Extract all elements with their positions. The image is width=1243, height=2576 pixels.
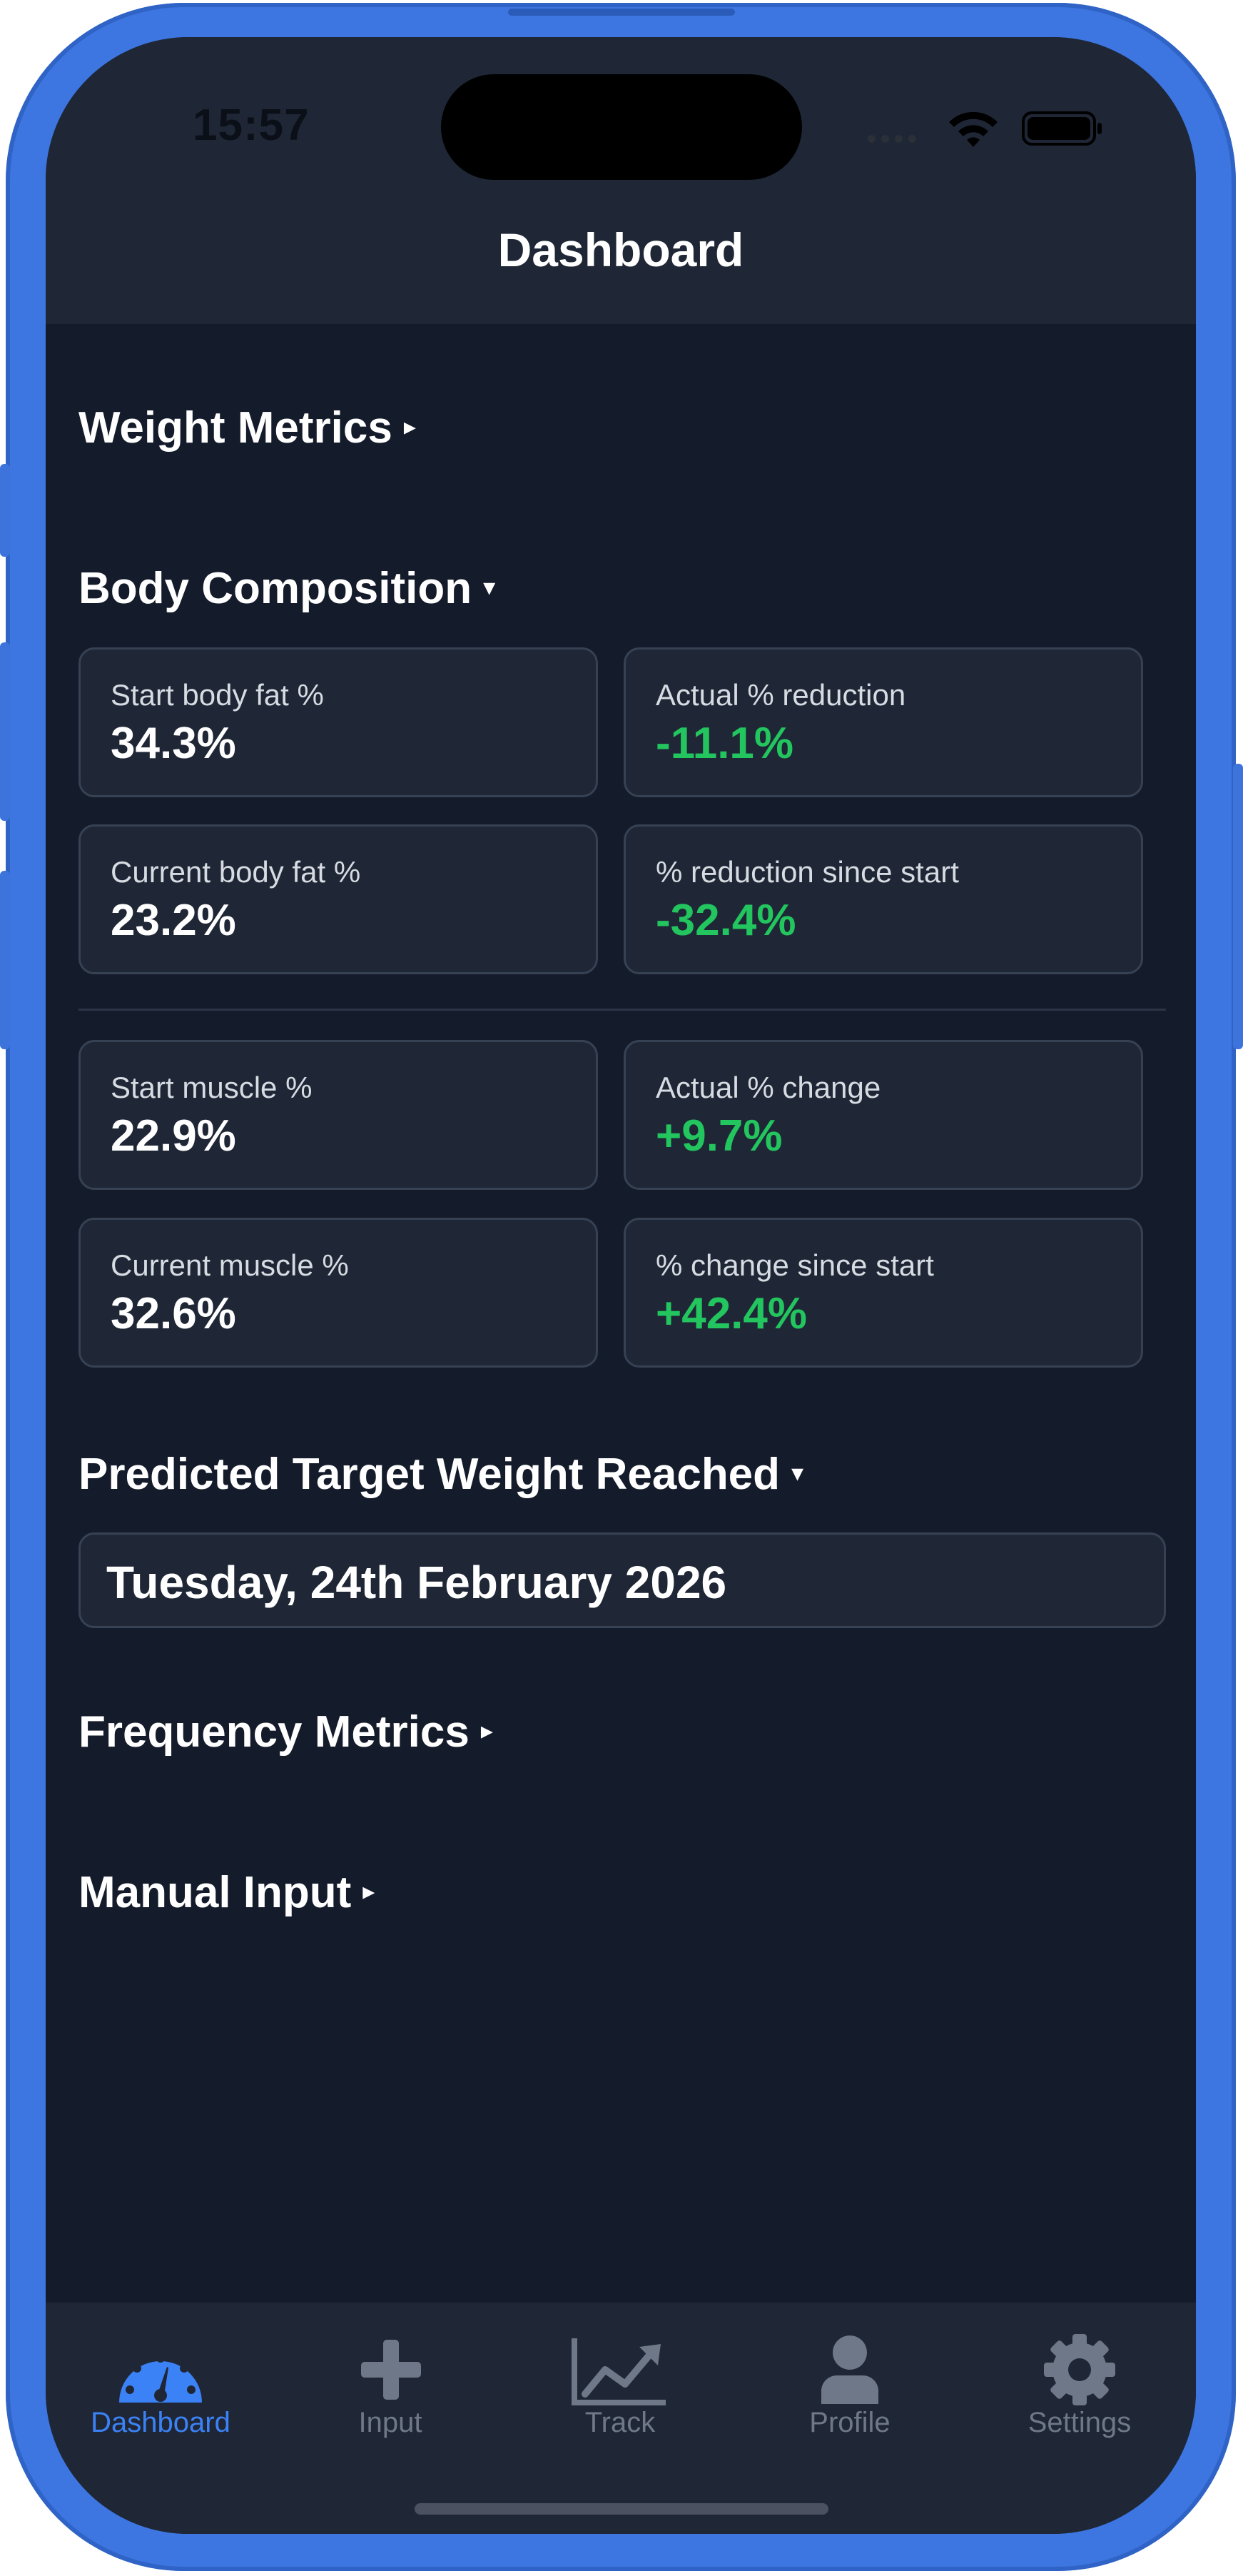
start-muscle-value: 22.9% [111,1111,236,1161]
page-title: Dashboard [497,223,744,276]
reduction-since-start-label: % reduction since start [656,855,959,889]
start-body-fat-card: Start body fat % 34.3% [78,647,598,797]
predicted-date: Tuesday, 24th February 2026 [106,1557,727,1608]
change-since-start-card: % change since start +42.4% [624,1218,1143,1368]
tab-profile-label: Profile [809,2407,891,2438]
current-muscle-label: Current muscle % [111,1248,349,1282]
status-bar: 15:57 [46,37,1196,180]
section-manual-input[interactable]: Manual Input ▸ [78,1867,375,1918]
current-body-fat-label: Current body fat % [111,855,361,889]
section-weight-metrics[interactable]: Weight Metrics ▸ [78,403,416,453]
section-manual-input-label: Manual Input [78,1868,352,1917]
disclosure-right-icon: ▸ [362,1877,375,1905]
current-muscle-card: Current muscle % 32.6% [78,1218,598,1368]
disclosure-right-icon: ▸ [403,413,416,440]
section-body-composition-label: Body Composition [78,564,472,613]
side-button-volume-up [0,642,10,821]
actual-reduction-card: Actual % reduction -11.1% [624,647,1143,797]
divider [78,1009,1166,1011]
disclosure-down-icon: ▾ [483,573,496,601]
dashboard-gauge-icon [119,2354,202,2403]
section-predicted-target-label: Predicted Target Weight Reached [78,1450,781,1499]
screen: 15:57 Dashboard Weight Metrics ▸ Body Com… [46,37,1196,2534]
side-button-power [1233,764,1243,1049]
change-since-start-value: +42.4% [656,1289,808,1338]
tab-input-label: Input [358,2407,422,2438]
predicted-date-box: Tuesday, 24th February 2026 [78,1532,1166,1628]
current-body-fat-card: Current body fat % 23.2% [78,824,598,974]
current-body-fat-value: 23.2% [111,896,236,945]
actual-change-label: Actual % change [656,1071,881,1104]
section-frequency-metrics-label: Frequency Metrics [78,1707,470,1757]
section-frequency-metrics[interactable]: Frequency Metrics ▸ [78,1707,493,1757]
tab-profile[interactable]: Profile [735,2303,965,2474]
side-button-volume-down [0,871,10,1049]
current-muscle-value: 32.6% [111,1289,236,1338]
tab-track-label: Track [584,2407,656,2438]
side-button-action [0,464,10,557]
tab-settings[interactable]: Settings [965,2303,1194,2474]
nav-bar: Dashboard [46,180,1196,324]
section-weight-metrics-label: Weight Metrics [78,403,392,453]
start-body-fat-label: Start body fat % [111,678,324,712]
tab-bar: Dashboard Input Track Profile [46,2303,1196,2534]
actual-reduction-label: Actual % reduction [656,678,906,712]
signal-dots-icon [868,133,922,146]
section-body-composition[interactable]: Body Composition ▾ [78,563,495,614]
start-body-fat-value: 34.3% [111,719,236,768]
plus-icon [361,2340,421,2400]
tab-dashboard-label: Dashboard [91,2407,230,2438]
speaker-slit [508,9,735,16]
reduction-since-start-card: % reduction since start -32.4% [624,824,1143,974]
gear-icon [1044,2334,1115,2405]
battery-icon [1022,111,1102,146]
dynamic-island [441,74,802,180]
start-muscle-label: Start muscle % [111,1071,313,1104]
reduction-since-start-value: -32.4% [656,896,796,945]
tab-track[interactable]: Track [505,2303,735,2474]
status-time: 15:57 [193,101,310,150]
tab-settings-label: Settings [1028,2407,1132,2438]
actual-change-card: Actual % change +9.7% [624,1040,1143,1190]
disclosure-down-icon: ▾ [791,1459,804,1487]
tab-dashboard[interactable]: Dashboard [46,2303,275,2474]
start-muscle-card: Start muscle % 22.9% [78,1040,598,1190]
change-since-start-label: % change since start [656,1248,934,1282]
actual-reduction-value: -11.1% [656,719,794,768]
actual-change-value: +9.7% [656,1111,783,1161]
section-predicted-target[interactable]: Predicted Target Weight Reached ▾ [78,1449,803,1500]
home-indicator[interactable] [415,2503,828,2515]
line-chart-icon [572,2338,666,2405]
disclosure-right-icon: ▸ [480,1717,493,1744]
tab-input[interactable]: Input [275,2303,505,2474]
person-icon [821,2335,879,2404]
wifi-icon [949,111,998,147]
